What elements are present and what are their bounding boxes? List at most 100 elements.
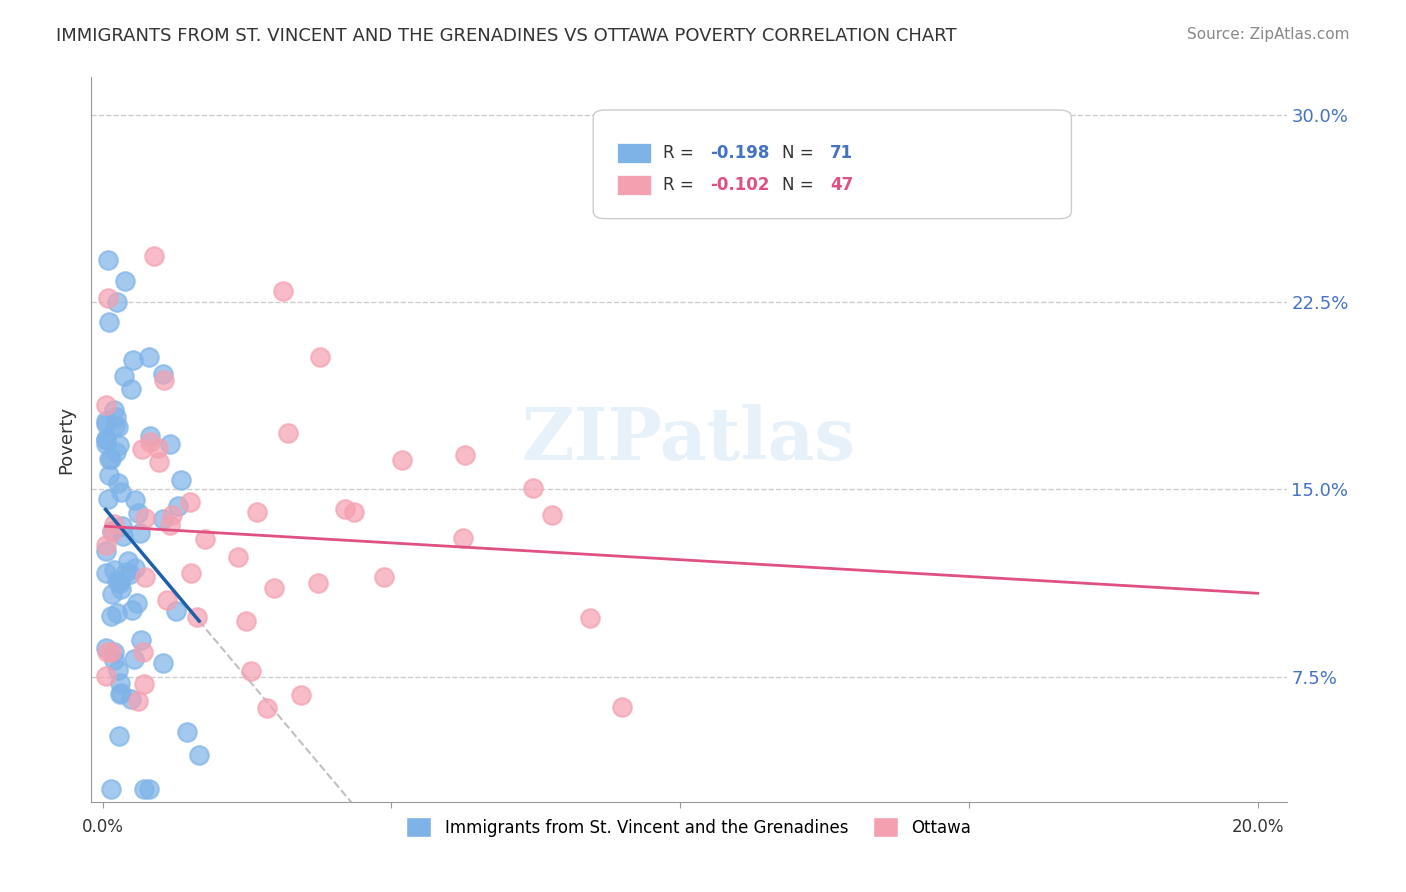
Point <box>103 645 125 659</box>
Point <box>373 570 395 584</box>
Point <box>194 533 217 547</box>
Text: N =: N = <box>782 144 818 161</box>
Point <box>103 403 125 417</box>
Point <box>142 249 165 263</box>
Point <box>94 414 117 428</box>
Point <box>610 699 633 714</box>
Point <box>118 566 141 581</box>
Point <box>271 285 294 299</box>
Point <box>94 566 117 580</box>
Point <box>100 645 122 659</box>
Point <box>108 438 131 452</box>
Point <box>152 656 174 670</box>
Point <box>110 484 132 499</box>
Point <box>159 518 181 533</box>
Point <box>263 581 285 595</box>
Point <box>94 398 117 412</box>
Point <box>152 512 174 526</box>
Point <box>148 441 170 455</box>
Point <box>134 570 156 584</box>
FancyBboxPatch shape <box>593 110 1071 219</box>
Point <box>153 373 176 387</box>
Text: 0.0%: 0.0% <box>82 817 124 836</box>
Point <box>105 294 128 309</box>
Point <box>127 506 149 520</box>
Point <box>100 608 122 623</box>
Text: 71: 71 <box>830 144 853 161</box>
Point <box>98 316 121 330</box>
Legend: Immigrants from St. Vincent and the Grenadines, Ottawa: Immigrants from St. Vincent and the Gren… <box>399 810 979 844</box>
Point <box>108 687 131 701</box>
Point <box>94 544 117 558</box>
Point <box>94 640 117 655</box>
Point <box>165 604 187 618</box>
Point <box>226 550 249 565</box>
FancyBboxPatch shape <box>617 143 651 163</box>
Point <box>139 428 162 442</box>
Point <box>138 782 160 797</box>
Point <box>186 610 208 624</box>
Point <box>105 606 128 620</box>
Point <box>132 645 155 659</box>
Point <box>138 351 160 365</box>
Point <box>391 453 413 467</box>
Point <box>105 445 128 459</box>
Text: N =: N = <box>782 177 818 194</box>
Text: -0.102: -0.102 <box>710 177 769 194</box>
Point <box>110 582 132 597</box>
Point <box>97 253 120 268</box>
Point <box>107 574 129 588</box>
Point <box>97 491 120 506</box>
Point <box>103 653 125 667</box>
Point <box>541 508 564 522</box>
Point <box>277 425 299 440</box>
Text: ZIPatlas: ZIPatlas <box>522 404 856 475</box>
FancyBboxPatch shape <box>617 175 651 195</box>
Point <box>290 689 312 703</box>
Point <box>120 692 142 706</box>
Point <box>94 669 117 683</box>
Point <box>307 576 329 591</box>
Point <box>94 538 117 552</box>
Point <box>110 676 132 690</box>
Point <box>156 592 179 607</box>
Point <box>100 451 122 466</box>
Y-axis label: Poverty: Poverty <box>58 406 75 474</box>
Point <box>343 505 366 519</box>
Text: R =: R = <box>662 144 699 161</box>
Point <box>114 274 136 288</box>
Point <box>103 563 125 577</box>
Point <box>333 502 356 516</box>
Point <box>179 495 201 509</box>
Point <box>112 368 135 383</box>
Point <box>170 473 193 487</box>
Point <box>308 350 330 364</box>
Point <box>160 508 183 522</box>
Point <box>129 632 152 647</box>
Point <box>120 382 142 396</box>
Point <box>180 566 202 580</box>
Point <box>100 782 122 797</box>
Point <box>125 596 148 610</box>
Point <box>134 510 156 524</box>
Point <box>96 436 118 450</box>
Point <box>117 554 139 568</box>
Point <box>256 701 278 715</box>
Point <box>124 561 146 575</box>
Point <box>98 467 121 482</box>
Point <box>107 664 129 678</box>
Point <box>108 729 131 743</box>
Point <box>235 614 257 628</box>
Point <box>97 291 120 305</box>
Point <box>110 686 132 700</box>
Point <box>96 645 118 659</box>
Point <box>131 442 153 456</box>
Point <box>121 353 143 368</box>
Point <box>239 664 262 678</box>
Point <box>97 452 120 467</box>
Point <box>176 725 198 739</box>
Point <box>105 574 128 589</box>
Point <box>111 529 134 543</box>
Point <box>127 694 149 708</box>
Point <box>101 524 124 538</box>
